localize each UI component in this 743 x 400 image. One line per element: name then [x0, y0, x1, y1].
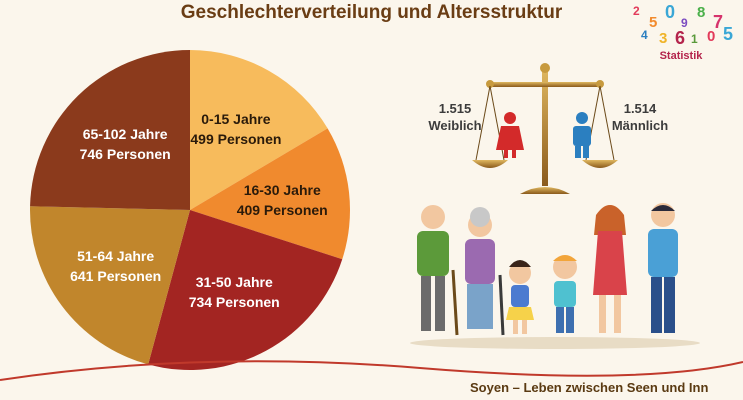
father-figure: [648, 203, 678, 333]
logo-digit: 6: [675, 28, 686, 48]
pie-slice-category: 65-102 Jahre: [82, 125, 168, 142]
logo-digit: 5: [649, 14, 658, 31]
logo-digit: 0: [665, 2, 676, 22]
male-icon: [573, 112, 591, 158]
female-value: 1.515: [438, 101, 472, 116]
family-illustration: [410, 203, 700, 349]
female-label: Weiblich: [428, 118, 482, 133]
pie-slice-label: 65-102 Jahre 746 Personen: [70, 124, 180, 164]
male-value: 1.514: [623, 101, 657, 116]
logo-digit: 0: [707, 28, 716, 45]
balance-scale-icon: [472, 63, 618, 194]
pie-slice-value: 734 Personen: [188, 293, 280, 310]
male-label: Männlich: [611, 118, 669, 133]
pie-slice: [190, 128, 350, 260]
female-count: 1.515 Weiblich: [420, 100, 490, 134]
mother-figure: [593, 205, 627, 333]
logo-digit: 5: [723, 24, 734, 44]
logo-digit: 8: [697, 4, 706, 21]
pie-slice-label: 16-30 Jahre 409 Personen: [227, 180, 337, 220]
logo-digit: 2: [633, 4, 640, 18]
page-title: Geschlechterverteilung und Altersstruktu…: [180, 2, 563, 23]
pie-slice-category: 31-50 Jahre: [195, 273, 273, 290]
female-icon: [496, 112, 524, 158]
logo-digit: 4: [641, 28, 648, 42]
logo-digit: 3: [659, 30, 668, 47]
girl-figure: [506, 260, 534, 334]
logo-digit: 7: [713, 12, 724, 32]
pie-slice: [148, 210, 343, 370]
pie-slice-category: 0-15 Jahre: [201, 111, 271, 128]
logo-digit: 9: [681, 16, 688, 30]
pie-slice-label: 0-15 Jahre 499 Personen: [181, 109, 291, 149]
male-count: 1.514 Männlich: [600, 100, 680, 134]
pie-slice: [30, 206, 191, 365]
pie-slice-value: 499 Personen: [190, 131, 282, 148]
grandmother-figure: [465, 207, 505, 336]
pie-slice-category: 51-64 Jahre: [77, 247, 155, 264]
boy-figure: [553, 255, 577, 333]
grandfather-figure: [417, 205, 459, 336]
pie-slice-category: 16-30 Jahre: [243, 181, 321, 198]
pie-slice-label: 51-64 Jahre 641 Personen: [61, 246, 171, 286]
footer-decoration: [0, 360, 743, 381]
logo-text: Statistik: [659, 50, 703, 62]
logo-digit: 1: [691, 32, 698, 46]
pie-slice-value: 746 Personen: [79, 145, 171, 162]
pie-slice: [30, 50, 191, 210]
pie-slice-value: 409 Personen: [236, 201, 328, 218]
pie-slice-label: 31-50 Jahre 734 Personen: [179, 272, 289, 312]
pie-slice-value: 641 Personen: [70, 267, 162, 284]
footer-text: Soyen – Leben zwischen Seen und Inn: [470, 380, 709, 395]
age-pie-chart: [30, 50, 350, 370]
pie-slice: [190, 50, 328, 210]
